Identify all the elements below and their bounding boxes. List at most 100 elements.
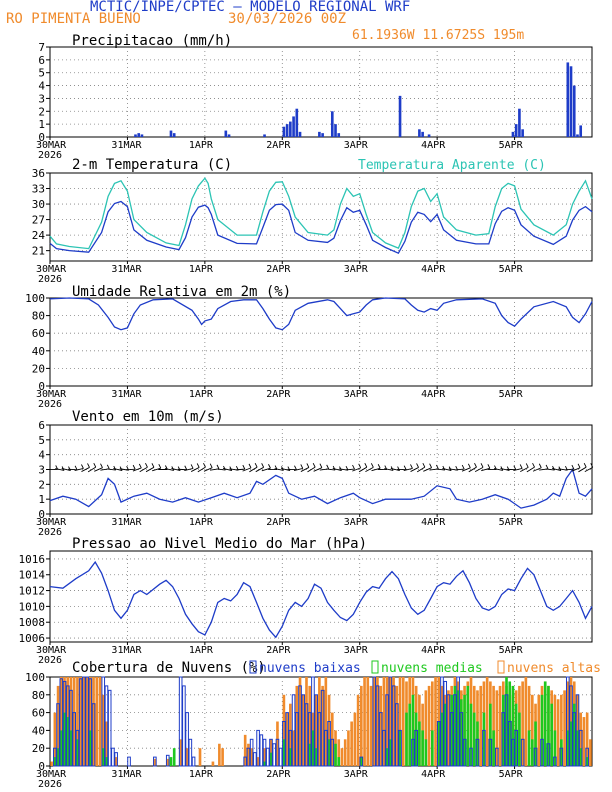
xtick-label-clouds-0: 30MAR xyxy=(36,769,67,780)
wind-barb-67 xyxy=(481,467,490,472)
bar-clouds-0-9 xyxy=(79,677,82,766)
bar-clouds-2-55 xyxy=(372,676,377,767)
bar-clouds-0-121 xyxy=(563,690,566,766)
bar-clouds-0-68 xyxy=(392,677,395,766)
bar-clouds-2-37 xyxy=(278,747,283,767)
wind-barb-flag-82 xyxy=(583,462,587,468)
ytick-label-precip-3: 3 xyxy=(38,92,45,105)
bar-clouds-1-15 xyxy=(289,748,292,766)
bar-clouds-2-52 xyxy=(327,721,331,767)
ytick-label-wind-6: 6 xyxy=(38,419,45,432)
wind-barb-flag-26 xyxy=(223,465,226,471)
bar-precip-0-30 xyxy=(576,134,579,137)
xtick-year-pressure: 2026 xyxy=(38,655,62,666)
xtick-label-precip-2: 1APR xyxy=(189,140,214,151)
xtick-label-rh-5: 4APR xyxy=(421,389,446,400)
wind-barb-15 xyxy=(145,466,155,473)
wind-barb-69 xyxy=(493,468,503,471)
ytick-label-precip-5: 5 xyxy=(38,67,45,80)
bar-clouds-1-40 xyxy=(460,699,463,766)
bar-precip-0-20 xyxy=(418,129,421,137)
panel-frame-rh xyxy=(49,297,593,387)
bar-clouds-0-1 xyxy=(53,712,57,766)
wind-barb-41 xyxy=(313,467,323,472)
wind-barb-flag-25 xyxy=(216,464,220,470)
xtick-label-wind-2: 1APR xyxy=(189,517,214,528)
bar-clouds-2-12 xyxy=(91,703,96,767)
bar-clouds-2-80 xyxy=(501,712,506,767)
bar-precip-0-13 xyxy=(298,131,302,137)
wind-barb-36 xyxy=(281,468,290,471)
bar-clouds-2-26 xyxy=(243,756,247,767)
panel-frame-pressure xyxy=(49,550,593,643)
xtick-label-temp-4: 3APR xyxy=(344,264,369,275)
bar-clouds-0-45 xyxy=(318,677,321,766)
bar-clouds-2-16 xyxy=(111,747,115,767)
bar-clouds-2-19 xyxy=(153,756,157,767)
bar-clouds-1-69 xyxy=(585,757,589,766)
bar-clouds-1-25 xyxy=(398,730,402,766)
bar-clouds-2-85 xyxy=(520,738,525,767)
wind-barb-flag-16 xyxy=(158,464,162,469)
wind-barb-flag-60 xyxy=(442,465,446,471)
bar-clouds-0-0 xyxy=(50,761,53,766)
bar-clouds-1-49 xyxy=(501,694,505,766)
xtick-label-temp-2: 1APR xyxy=(189,264,214,275)
bar-clouds-1-65 xyxy=(569,721,573,766)
series-line-temp-0 xyxy=(49,200,593,255)
panel-title-pressure: Pressao ao Nivel Medio do Mar (hPa) xyxy=(72,536,367,552)
bar-clouds-0-59 xyxy=(363,677,366,766)
bar-clouds-0-41 xyxy=(305,677,308,766)
wind-barb-80 xyxy=(564,468,574,471)
bar-clouds-0-22 xyxy=(185,748,189,766)
bar-clouds-0-17 xyxy=(105,721,108,766)
bar-clouds-2-71 xyxy=(453,694,457,767)
panel-frame-precip xyxy=(49,46,593,138)
wind-barb-22 xyxy=(190,467,200,472)
wind-barb-flag-50 xyxy=(377,464,381,469)
bar-clouds-2-25 xyxy=(191,756,196,767)
wind-barb-flag-6 xyxy=(93,462,97,468)
ytick-label-temp-0: 21 xyxy=(32,245,45,258)
wind-barb-49 xyxy=(365,466,374,473)
xtick-label-rh-4: 3APR xyxy=(344,389,369,400)
wind-barb-flag-63 xyxy=(461,464,465,470)
bar-clouds-2-70 xyxy=(449,712,454,767)
bar-clouds-0-67 xyxy=(389,677,392,766)
bar-clouds-0-12 xyxy=(89,677,92,766)
wind-barb-30 xyxy=(242,467,252,472)
xtick-label-temp-1: 31MAR xyxy=(111,264,142,275)
bar-clouds-2-53 xyxy=(330,738,335,767)
xtick-label-pressure-6: 5APR xyxy=(499,645,524,656)
bar-precip-0-22 xyxy=(427,134,431,137)
panel-title-wind: Vento em 10m (m/s) xyxy=(72,409,224,425)
wind-barb-flag-81 xyxy=(577,463,581,469)
wind-barb-flag-46 xyxy=(352,464,355,470)
bar-clouds-1-37 xyxy=(450,694,453,766)
xtick-label-wind-3: 2APR xyxy=(266,517,291,528)
bar-precip-0-10 xyxy=(289,121,292,137)
bar-clouds-0-80 xyxy=(430,681,434,766)
bar-clouds-1-31 xyxy=(421,730,424,766)
bar-precip-0-18 xyxy=(337,133,341,137)
wind-barb-46 xyxy=(345,468,355,471)
bar-clouds-2-15 xyxy=(107,689,112,767)
bar-clouds-1-3 xyxy=(63,712,66,766)
wind-barb-flag-83 xyxy=(590,463,594,468)
ytick-label-temp-5: 36 xyxy=(32,167,45,180)
bar-clouds-2-81 xyxy=(504,694,509,767)
bar-clouds-1-1 xyxy=(56,748,60,766)
ytick-label-rh-5: 100 xyxy=(25,292,45,305)
wind-barb-65 xyxy=(468,466,477,473)
bar-clouds-2-47 xyxy=(311,676,315,767)
xtick-label-precip-3: 2APR xyxy=(266,140,291,151)
bar-clouds-0-109 xyxy=(524,677,528,766)
bar-clouds-2-4 xyxy=(65,685,70,767)
xtick-label-temp-0: 30MAR xyxy=(36,264,67,275)
bar-clouds-2-31 xyxy=(259,734,264,767)
wind-barb-39 xyxy=(300,467,310,472)
bar-clouds-0-52 xyxy=(340,748,344,766)
wind-barb-72 xyxy=(513,467,523,472)
bar-clouds-0-46 xyxy=(321,685,324,766)
bar-clouds-2-64 xyxy=(411,738,415,767)
